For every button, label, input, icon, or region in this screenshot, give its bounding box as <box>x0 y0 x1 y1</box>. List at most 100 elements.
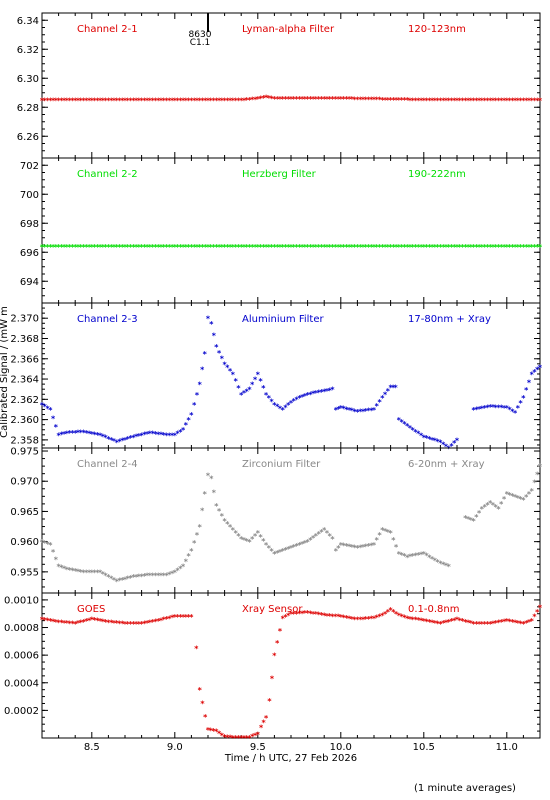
data-point: * <box>95 97 100 106</box>
data-point: * <box>452 243 457 252</box>
data-point: * <box>112 619 117 628</box>
data-point: * <box>306 95 311 104</box>
data-point: * <box>170 569 175 578</box>
data-point: * <box>184 421 189 430</box>
data-point: * <box>424 552 429 561</box>
data-point: * <box>90 616 95 625</box>
data-point: * <box>463 97 468 106</box>
data-point: * <box>57 97 62 106</box>
y-tick-label: 0.0004 <box>4 678 39 689</box>
data-point: * <box>228 243 233 252</box>
data-point: * <box>43 403 48 412</box>
data-point: * <box>505 243 510 252</box>
data-point: * <box>283 613 288 622</box>
data-point: * <box>474 513 479 522</box>
data-point: * <box>516 619 521 628</box>
data-point: * <box>156 571 161 580</box>
panel-band-label: 6-20nm + Xray <box>408 459 485 470</box>
data-point: * <box>424 97 429 106</box>
data-point: * <box>411 96 416 105</box>
data-point: * <box>303 539 308 548</box>
data-point: * <box>101 570 106 579</box>
data-point: * <box>463 618 468 627</box>
data-point: * <box>297 394 302 403</box>
data-point: * <box>261 384 266 393</box>
data-point: * <box>483 243 488 252</box>
data-point: * <box>413 552 418 561</box>
data-point: * <box>347 243 352 252</box>
data-point: * <box>333 243 338 252</box>
data-point: * <box>306 391 311 400</box>
data-point: * <box>460 97 465 106</box>
data-point: * <box>283 404 288 413</box>
data-point: * <box>65 565 70 574</box>
data-point: * <box>344 95 349 104</box>
data-point: * <box>87 568 92 577</box>
data-point: * <box>159 571 164 580</box>
data-point: * <box>419 243 424 252</box>
data-point: * <box>427 435 432 444</box>
data-point: * <box>402 96 407 105</box>
data-point: * <box>120 437 125 446</box>
data-point: * <box>153 618 158 627</box>
data-point: * <box>507 97 512 106</box>
data-point: * <box>81 568 86 577</box>
data-point: * <box>247 386 252 395</box>
data-point: * <box>366 407 371 416</box>
data-point: * <box>303 609 308 618</box>
data-point: * <box>369 243 374 252</box>
data-point: * <box>300 540 305 549</box>
data-point: * <box>424 243 429 252</box>
data-point: * <box>140 431 145 440</box>
data-point: * <box>325 95 330 104</box>
data-point: * <box>239 97 244 106</box>
y-tick-label: 0.0006 <box>4 651 39 662</box>
data-point: * <box>245 96 250 105</box>
data-point: * <box>153 430 158 439</box>
data-point: * <box>350 615 355 624</box>
data-point: * <box>441 243 446 252</box>
data-point: * <box>294 95 299 104</box>
data-point: * <box>405 614 410 623</box>
data-point: * <box>485 620 490 629</box>
data-point: * <box>292 610 297 619</box>
data-point: * <box>270 95 275 104</box>
data-point: * <box>192 401 197 410</box>
data-point: * <box>474 405 479 414</box>
data-point: * <box>405 422 410 431</box>
data-point: * <box>469 243 474 252</box>
data-point: * <box>137 573 142 582</box>
data-point: * <box>336 405 341 414</box>
data-point: * <box>151 571 156 580</box>
data-point: * <box>239 734 244 743</box>
data-point: * <box>458 243 463 252</box>
data-point: * <box>264 714 269 723</box>
data-point: * <box>65 243 70 252</box>
data-point: * <box>198 523 203 532</box>
data-point: * <box>436 438 441 447</box>
x-axis-label: Time / h UTC, 27 Feb 2026 <box>224 753 357 764</box>
data-point: * <box>347 406 352 415</box>
data-point: * <box>472 243 477 252</box>
data-point: * <box>292 243 297 252</box>
data-point: * <box>289 243 294 252</box>
data-point: * <box>355 243 360 252</box>
data-point: * <box>311 610 316 619</box>
data-point: * <box>270 243 275 252</box>
panel-band-label: 190-222nm <box>408 169 466 180</box>
data-point: * <box>256 730 261 739</box>
data-point: * <box>51 618 56 627</box>
x-tick-label: 8.5 <box>84 742 100 753</box>
data-point: * <box>477 243 482 252</box>
data-point: * <box>538 363 543 372</box>
data-point: * <box>156 430 161 439</box>
data-point: * <box>519 399 524 408</box>
data-point: * <box>483 503 488 512</box>
data-point: * <box>109 619 114 628</box>
data-point: * <box>214 243 219 252</box>
data-point: * <box>477 620 482 629</box>
data-point: * <box>466 515 471 524</box>
data-point: * <box>242 536 247 545</box>
data-point: * <box>137 243 142 252</box>
data-point: * <box>538 97 543 106</box>
